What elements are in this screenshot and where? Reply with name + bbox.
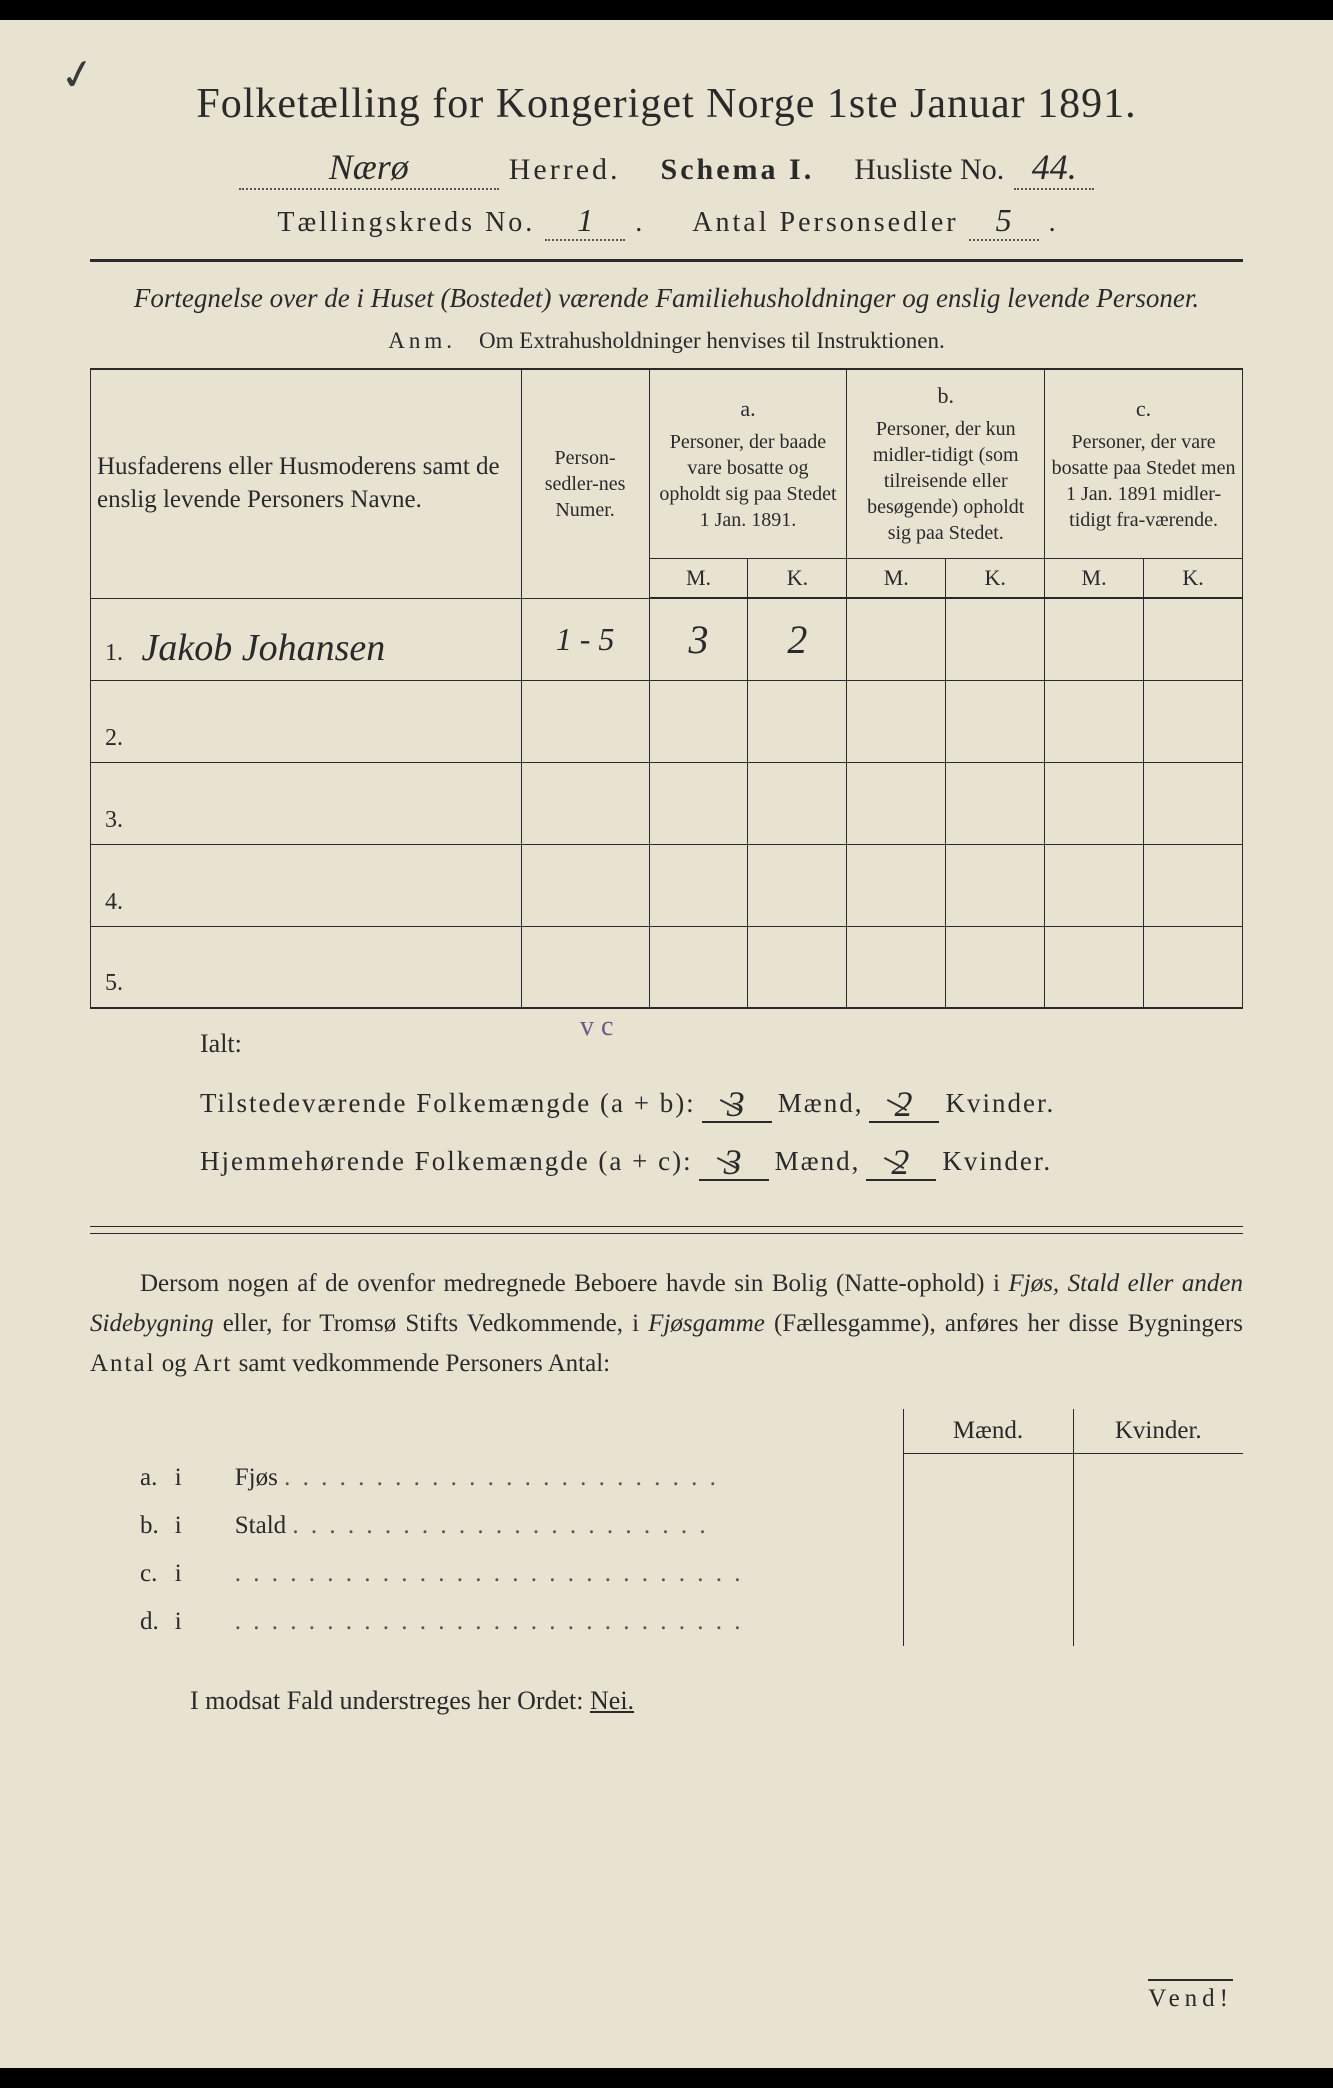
th-bk: K. [946,559,1045,599]
table-row: 5. [91,926,1243,1008]
anm-note: Anm. Om Extrahusholdninger henvises til … [90,328,1243,354]
th-c-letter: c. [1051,395,1236,424]
th-num: Person-sedler-nes Numer. [521,369,649,599]
divider [90,1226,1243,1227]
nei-text: I modsat Fald understreges her Ordet: [190,1686,590,1715]
subtitle: Fortegnelse over de i Huset (Bostedet) v… [90,280,1243,318]
th-bm: M. [847,559,946,599]
dw-l: b. [90,1502,167,1550]
row-num: 5. [105,970,135,997]
kvinder-label: Kvinder. [942,1146,1052,1177]
husliste-label: Husliste No. [854,153,1004,187]
herred-value: Nærø [329,147,409,187]
dw-l: a. [90,1454,167,1502]
dw-type: Fjøs [235,1464,278,1491]
para-t2: eller, for Tromsø Stifts Vedkommende, i [214,1310,649,1337]
th-ck: K. [1144,559,1243,599]
para-e2: Fjøsgamme [648,1310,765,1337]
page-title: Folketælling for Kongeriget Norge 1ste J… [90,80,1243,128]
th-b-text: Personer, der kun midler-tidigt (som til… [853,416,1038,546]
maend-label: Mænd, [778,1088,864,1119]
total-label-2: Hjemmehørende Folkemængde (a + c): [200,1146,693,1177]
table-row: 2. [91,680,1243,762]
para-b1: Antal [90,1350,156,1377]
th-a-letter: a. [656,395,841,424]
husliste-value: 44. [1032,147,1077,187]
th-c-text: Personer, der vare bosatte paa Stedet me… [1051,429,1236,533]
total-2k: 2 [891,1142,911,1182]
th-b-letter: b. [853,382,1038,411]
th-b: b. Personer, der kun midler-tidigt (som … [847,369,1045,559]
row-num: 2. [105,725,135,752]
cell-am: 3 [689,617,709,662]
total-label-1: Tilstedeværende Folkemængde (a + b): [200,1088,696,1119]
para-t1: Dersom nogen af de ovenfor medregnede Be… [140,1270,1008,1297]
th-name: Husfaderens eller Husmoderens samt de en… [91,369,522,599]
dwelling-row: a. i Fjøs . . . . . . . . . . . . . . . … [90,1454,1243,1502]
vend-label: Vend! [1148,1979,1233,2013]
para-t4: og [156,1350,194,1377]
dw-l: d. [90,1598,167,1646]
table-row: 4. [91,844,1243,926]
row-num: 1. [105,640,135,667]
dwelling-table: Mænd. Kvinder. a. i Fjøs . . . . . . . .… [90,1409,1243,1646]
dw-i: i [167,1550,227,1598]
anm-label: Anm. [388,328,456,353]
para-t5: samt vedkommende Personers Antal: [232,1350,610,1377]
total-2m: 3 [724,1142,744,1182]
divider [90,1233,1243,1234]
dw-type: Stald [235,1512,286,1539]
divider [90,259,1243,262]
ialt-label: Ialt: [200,1029,1243,1059]
census-table: Husfaderens eller Husmoderens samt de en… [90,368,1243,1010]
nei-line: I modsat Fald understreges her Ordet: Ne… [90,1686,1243,1716]
dw-i: i [167,1502,227,1550]
total-line-2: Hjemmehørende Folkemængde (a + c): 3 Mæn… [200,1137,1243,1181]
census-tbody: 1. Jakob Johansen 1 - 5 3 2 2. 3. 4. [91,598,1243,1008]
para-t3: (Fællesgamme), anføres her disse Bygning… [765,1310,1243,1337]
header-line-1: Nærø Herred. Schema I. Husliste No. 44. [90,146,1243,190]
checkmark-annotation: ✓ [56,47,99,102]
cell-ak: 2 [787,617,807,662]
row-num: 3. [105,807,135,834]
header-line-2: Tællingskreds No. 1 . Antal Personsedler… [90,202,1243,241]
anm-text: Om Extrahusholdninger henvises til Instr… [479,328,945,353]
herred-label: Herred. [509,153,621,187]
schema-label: Schema I. [661,153,815,187]
dwelling-row: b. i Stald . . . . . . . . . . . . . . .… [90,1502,1243,1550]
antal-value: 5 [996,202,1012,238]
th-a-text: Personer, der baade vare bosatte og opho… [656,429,841,533]
total-1m: 3 [727,1084,747,1124]
dwelling-row: d. i . . . . . . . . . . . . . . . . . .… [90,1598,1243,1646]
maend-label: Mænd, [775,1146,861,1177]
dw-maend: Mænd. [903,1409,1073,1454]
total-1k: 2 [894,1084,914,1124]
total-line-1: Tilstedeværende Folkemængde (a + b): 3 M… [200,1079,1243,1123]
totals-section: Ialt: Tilstedeværende Folkemængde (a + b… [90,1029,1243,1181]
th-cm: M. [1045,559,1144,599]
th-a: a. Personer, der baade vare bosatte og o… [649,369,847,559]
row-name: Jakob Johansen [142,627,386,669]
dw-i: i [167,1454,227,1502]
kreds-label: Tællingskreds No. [277,207,535,239]
cell-num: 1 - 5 [556,621,615,657]
dw-kvinder: Kvinder. [1073,1409,1243,1454]
dw-l: c. [90,1550,167,1598]
th-am: M. [649,559,748,599]
antal-label: Antal Personsedler [692,207,958,239]
table-row: 3. [91,762,1243,844]
nei-word: Nei. [590,1686,634,1715]
dw-i: i [167,1598,227,1646]
kvinder-label: Kvinder. [945,1088,1055,1119]
census-form-page: ✓ Folketælling for Kongeriget Norge 1ste… [0,20,1333,2068]
dwelling-row: c. i . . . . . . . . . . . . . . . . . .… [90,1550,1243,1598]
table-row: 1. Jakob Johansen 1 - 5 3 2 [91,598,1243,680]
th-c: c. Personer, der vare bosatte paa Stedet… [1045,369,1243,559]
th-ak: K. [748,559,847,599]
vc-annotation: v c [580,1011,613,1043]
row-num: 4. [105,889,135,916]
dwelling-paragraph: Dersom nogen af de ovenfor medregnede Be… [90,1264,1243,1384]
kreds-value: 1 [577,202,593,238]
para-b2: Art [193,1350,232,1377]
